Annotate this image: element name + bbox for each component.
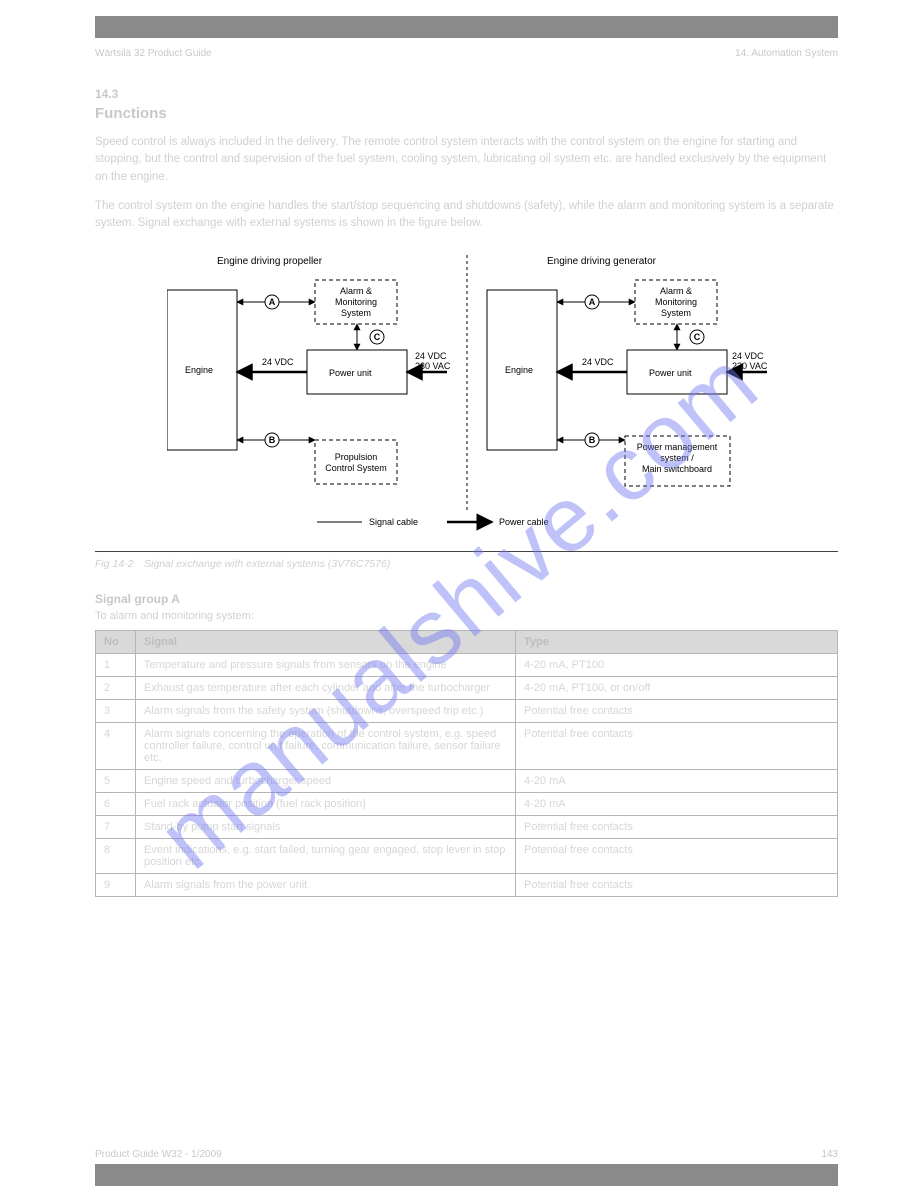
table-row: 1Temperature and pressure signals from s… [96, 654, 838, 677]
diagram-svg: .bx { fill:#fff; stroke:#000; stroke-wid… [167, 250, 767, 540]
cell-type: Potential free contacts [516, 839, 838, 874]
cell-signal: Alarm signals from the power unit [136, 874, 516, 897]
table-row: 8Event indications, e.g. start failed, t… [96, 839, 838, 874]
footer-right: 143 [821, 1149, 838, 1160]
th-no: No [96, 631, 136, 654]
top-bar [95, 16, 838, 38]
cell-signal: Engine speed and turbocharger speed [136, 770, 516, 793]
cell-signal: Temperature and pressure signals from se… [136, 654, 516, 677]
bottom-bar [95, 1164, 838, 1186]
cell-type: 4-20 mA [516, 793, 838, 816]
header-doc: Wärtsilä 32 Product Guide [95, 48, 212, 59]
figure-caption: Fig 14-2 Signal exchange with external s… [95, 558, 838, 570]
section-title: Functions [95, 105, 838, 122]
content-area: Wärtsilä 32 Product Guide 14. Automation… [0, 38, 918, 897]
footer-left: Product Guide W32 - 1/2009 [95, 1149, 222, 1160]
header-section: 14. Automation System [735, 48, 838, 59]
svg-text:Alarm &MonitoringSystem: Alarm &MonitoringSystem [654, 286, 696, 318]
legend-signal: Signal cable [369, 517, 418, 527]
table-row: 4Alarm signals concerning the operation … [96, 723, 838, 770]
cell-type: Potential free contacts [516, 700, 838, 723]
cell-signal: Fuel rack actuator position (fuel rack p… [136, 793, 516, 816]
cell-no: 7 [96, 816, 136, 839]
svg-text:24 VDC: 24 VDC [415, 351, 447, 361]
power-unit-r: Power unit [649, 368, 692, 378]
svg-text:A: A [588, 297, 595, 307]
engine-r: Engine [505, 365, 533, 375]
figure-rule [95, 551, 838, 552]
svg-text:B: B [268, 435, 275, 445]
signals-table: No Signal Type 1Temperature and pressure… [95, 630, 838, 897]
cell-signal: Event indications, e.g. start failed, tu… [136, 839, 516, 874]
cell-type: 4-20 mA, PT100 [516, 654, 838, 677]
right-title: Engine driving generator [547, 256, 657, 267]
page-header: Wärtsilä 32 Product Guide 14. Automation… [95, 48, 838, 59]
legend-power: Power cable [499, 517, 549, 527]
svg-text:C: C [373, 332, 380, 342]
cell-signal: Exhaust gas temperature after each cylin… [136, 677, 516, 700]
th-signal: Signal [136, 631, 516, 654]
svg-text:B: B [588, 435, 595, 445]
table-head-row: No Signal Type [96, 631, 838, 654]
table-row: 2Exhaust gas temperature after each cyli… [96, 677, 838, 700]
cell-no: 4 [96, 723, 136, 770]
cell-type: Potential free contacts [516, 723, 838, 770]
cell-no: 9 [96, 874, 136, 897]
diagram: .bx { fill:#fff; stroke:#000; stroke-wid… [167, 250, 767, 543]
cell-no: 3 [96, 700, 136, 723]
cell-signal: Alarm signals concerning the operation o… [136, 723, 516, 770]
svg-text:C: C [693, 332, 700, 342]
cell-no: 1 [96, 654, 136, 677]
cell-no: 5 [96, 770, 136, 793]
cell-no: 2 [96, 677, 136, 700]
svg-text:24 VDC: 24 VDC [262, 357, 294, 367]
page: Wärtsilä 32 Product Guide 14. Automation… [0, 16, 918, 1204]
section-number: 14.3 [95, 87, 838, 101]
table-row: 5Engine speed and turbocharger speed4-20… [96, 770, 838, 793]
cell-type: Potential free contacts [516, 816, 838, 839]
cell-type: 4-20 mA [516, 770, 838, 793]
table-row: 3Alarm signals from the safety system (s… [96, 700, 838, 723]
svg-text:A: A [268, 297, 275, 307]
cell-signal: Alarm signals from the safety system (sh… [136, 700, 516, 723]
para-2: The control system on the engine handles… [95, 198, 838, 233]
cell-type: Potential free contacts [516, 874, 838, 897]
svg-text:Power managementsystem /Main s: Power managementsystem /Main switchboard [636, 442, 717, 474]
svg-text:230 VAC: 230 VAC [415, 361, 451, 371]
cell-signal: Stand-by pump start signals [136, 816, 516, 839]
page-footer: Product Guide W32 - 1/2009 143 [95, 1149, 838, 1160]
th-type: Type [516, 631, 838, 654]
para-1: Speed control is always included in the … [95, 134, 838, 186]
engine-l: Engine [185, 365, 213, 375]
table-row: 6Fuel rack actuator position (fuel rack … [96, 793, 838, 816]
power-unit-l: Power unit [329, 368, 372, 378]
svg-text:230 VAC: 230 VAC [732, 361, 767, 371]
svg-text:PropulsionControl System: PropulsionControl System [325, 452, 387, 473]
table-row: 9Alarm signals from the power unitPotent… [96, 874, 838, 897]
signal-group-heading: Signal group A [95, 592, 838, 606]
table-row: 7Stand-by pump start signalsPotential fr… [96, 816, 838, 839]
left-title: Engine driving propeller [217, 256, 323, 267]
signal-group-sub: To alarm and monitoring system: [95, 610, 838, 622]
svg-text:24 VDC: 24 VDC [582, 357, 614, 367]
cell-no: 6 [96, 793, 136, 816]
svg-text:Alarm &MonitoringSystem: Alarm &MonitoringSystem [334, 286, 376, 318]
cell-no: 8 [96, 839, 136, 874]
svg-text:24 VDC: 24 VDC [732, 351, 764, 361]
cell-type: 4-20 mA, PT100, or on/off [516, 677, 838, 700]
